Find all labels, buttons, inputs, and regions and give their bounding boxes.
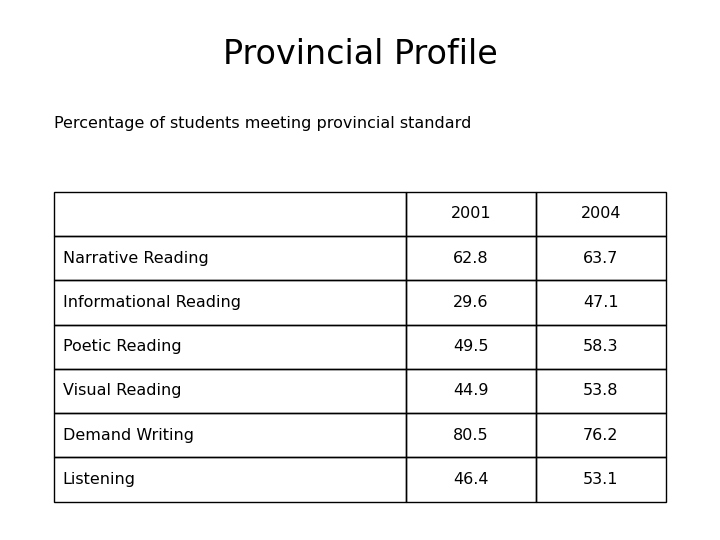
Text: Narrative Reading: Narrative Reading — [63, 251, 208, 266]
Text: 49.5: 49.5 — [453, 339, 489, 354]
Text: Listening: Listening — [63, 472, 135, 487]
Text: Percentage of students meeting provincial standard: Percentage of students meeting provincia… — [54, 116, 472, 131]
Text: 2004: 2004 — [581, 206, 621, 221]
Bar — [406, 369, 536, 413]
Bar — [54, 325, 406, 369]
Text: 46.4: 46.4 — [453, 472, 489, 487]
Bar — [536, 457, 666, 502]
Text: 62.8: 62.8 — [453, 251, 489, 266]
Text: Demand Writing: Demand Writing — [63, 428, 194, 443]
Text: 53.1: 53.1 — [583, 472, 618, 487]
Text: 63.7: 63.7 — [583, 251, 618, 266]
Text: 47.1: 47.1 — [583, 295, 618, 310]
Bar — [536, 325, 666, 369]
Bar — [406, 236, 536, 280]
Bar — [536, 236, 666, 280]
Text: 80.5: 80.5 — [453, 428, 489, 443]
Bar — [536, 413, 666, 457]
Bar — [536, 280, 666, 325]
Text: 44.9: 44.9 — [453, 383, 489, 399]
Bar — [54, 369, 406, 413]
Text: 76.2: 76.2 — [583, 428, 618, 443]
Text: 2001: 2001 — [451, 206, 491, 221]
Bar — [406, 325, 536, 369]
Text: Informational Reading: Informational Reading — [63, 295, 240, 310]
Bar — [406, 280, 536, 325]
Bar — [54, 413, 406, 457]
Text: 53.8: 53.8 — [583, 383, 618, 399]
Text: 58.3: 58.3 — [583, 339, 618, 354]
Bar — [54, 457, 406, 502]
Text: Provincial Profile: Provincial Profile — [222, 38, 498, 71]
Bar — [54, 280, 406, 325]
Bar — [536, 369, 666, 413]
Bar — [406, 413, 536, 457]
Text: Poetic Reading: Poetic Reading — [63, 339, 181, 354]
Bar — [406, 192, 536, 236]
Text: 29.6: 29.6 — [453, 295, 489, 310]
Bar — [536, 192, 666, 236]
Bar — [54, 236, 406, 280]
Bar — [406, 457, 536, 502]
Text: Visual Reading: Visual Reading — [63, 383, 181, 399]
Bar — [54, 192, 406, 236]
